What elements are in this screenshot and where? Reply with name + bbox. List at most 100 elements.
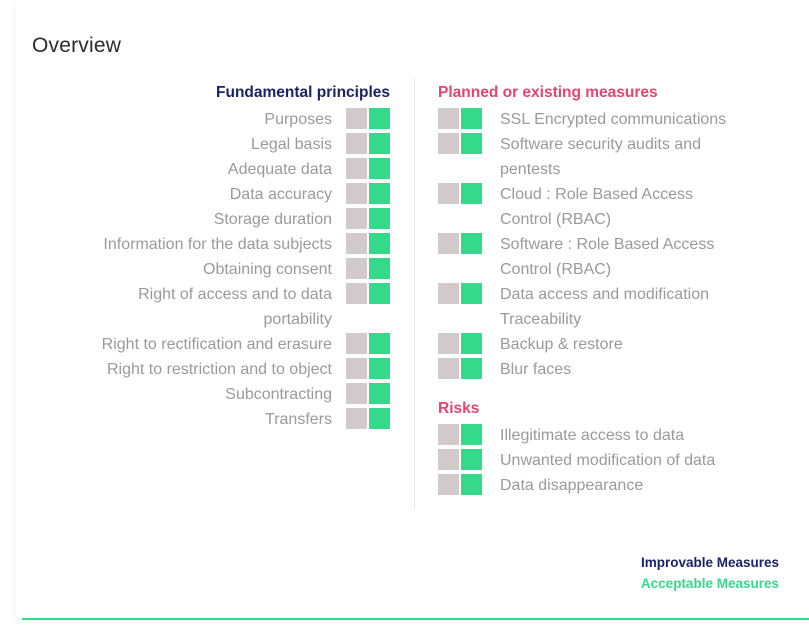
acceptable-square [369,108,390,129]
principles-heading: Fundamental principles [216,84,390,101]
principle-row: Legal basis [40,132,390,157]
rating-squares [438,473,482,498]
principle-label: Data accuracy [229,186,332,203]
risk-label: Unwanted modification of data [500,452,716,469]
acceptable-square [461,108,482,129]
principle-label: Information for the data subjects [103,236,332,253]
overview-card [16,0,809,620]
principle-label: Transfers [265,411,332,428]
principle-label: Adequate data [227,161,332,178]
rating-squares [346,232,390,257]
rating-squares [438,107,482,132]
rating-squares [438,332,482,357]
rating-squares [346,207,390,232]
measure-label: Blur faces [500,361,572,378]
rating-squares [346,407,390,432]
rating-squares [438,357,482,382]
measure-row: Software security audits and pentests [438,132,768,182]
principle-row: Obtaining consent [40,257,390,282]
principle-row: Subcontracting [40,382,390,407]
measure-row: Backup & restore [438,332,768,357]
improvable-square [346,358,367,379]
measure-row: Data access and modification Traceabilit… [438,282,768,332]
rating-squares [438,282,482,332]
measure-row: Blur faces [438,357,768,382]
measure-row: SSL Encrypted communications [438,107,768,132]
acceptable-square [369,233,390,254]
principle-label: Right to rectification and erasure [101,336,332,353]
improvable-square [346,158,367,179]
principle-row: Storage duration [40,207,390,232]
measures-heading: Planned or existing measures [438,84,658,101]
acceptable-square [461,183,482,204]
acceptable-square [461,358,482,379]
acceptable-square [461,233,482,254]
rating-squares [438,232,482,282]
risks-heading: Risks [438,400,480,417]
measure-label: Backup & restore [500,336,623,353]
acceptable-square [369,208,390,229]
principle-row: Right to rectification and erasure [40,332,390,357]
legend-improvable: Improvable Measures [640,555,779,570]
acceptable-square [461,449,482,470]
improvable-square [438,333,459,354]
principle-row: Purposes [40,107,390,132]
principle-label: Right of access and to data portability [138,286,332,328]
principle-label: Subcontracting [225,386,332,403]
improvable-square [346,283,367,304]
rating-squares [346,382,390,407]
acceptable-square [461,333,482,354]
improvable-square [438,283,459,304]
principles-column: Fundamental principles Purposes Legal ba… [40,82,390,432]
rating-squares [438,132,482,182]
principle-row: Transfers [40,407,390,432]
measure-label: SSL Encrypted communications [500,111,727,128]
legend: Improvable Measures Acceptable Measures [641,552,779,594]
measure-row: Software : Role Based Access Control (RB… [438,232,768,282]
rating-squares [346,182,390,207]
principle-row: Adequate data [40,157,390,182]
acceptable-square [369,333,390,354]
rating-squares [346,357,390,382]
principle-label: Right to restriction and to object [106,361,332,378]
measure-label: Cloud : Role Based Access Control (RBAC) [500,186,693,228]
improvable-square [438,133,459,154]
improvable-square [346,133,367,154]
principle-label: Legal basis [251,136,332,153]
acceptable-square [461,283,482,304]
principle-row: Data accuracy [40,182,390,207]
improvable-square [438,424,459,445]
improvable-square [438,358,459,379]
acceptable-square [369,183,390,204]
risk-row: Data disappearance [438,473,768,498]
improvable-square [438,233,459,254]
risk-label: Illegitimate access to data [500,427,685,444]
acceptable-square [369,383,390,404]
improvable-square [346,258,367,279]
rating-squares [346,157,390,182]
improvable-square [438,108,459,129]
risk-label: Data disappearance [500,477,644,494]
acceptable-square [369,408,390,429]
principle-row: Right to restriction and to object [40,357,390,382]
measure-row: Cloud : Role Based Access Control (RBAC) [438,182,768,232]
rating-squares [346,257,390,282]
acceptable-square [461,474,482,495]
risk-row: Unwanted modification of data [438,448,768,473]
measure-label: Software : Role Based Access Control (RB… [500,236,715,278]
page-title: Overview [32,34,122,57]
rating-squares [346,332,390,357]
principle-label: Obtaining consent [203,261,332,278]
improvable-square [346,208,367,229]
rating-squares [438,423,482,448]
measure-label: Software security audits and pentests [500,136,701,178]
acceptable-square [369,258,390,279]
improvable-square [346,383,367,404]
rating-squares [438,448,482,473]
principle-row: Right of access and to data portability [40,282,390,332]
rating-squares [346,107,390,132]
risk-row: Illegitimate access to data [438,423,768,448]
principle-label: Storage duration [213,211,332,228]
bottom-accent-line [22,618,809,620]
acceptable-square [369,133,390,154]
